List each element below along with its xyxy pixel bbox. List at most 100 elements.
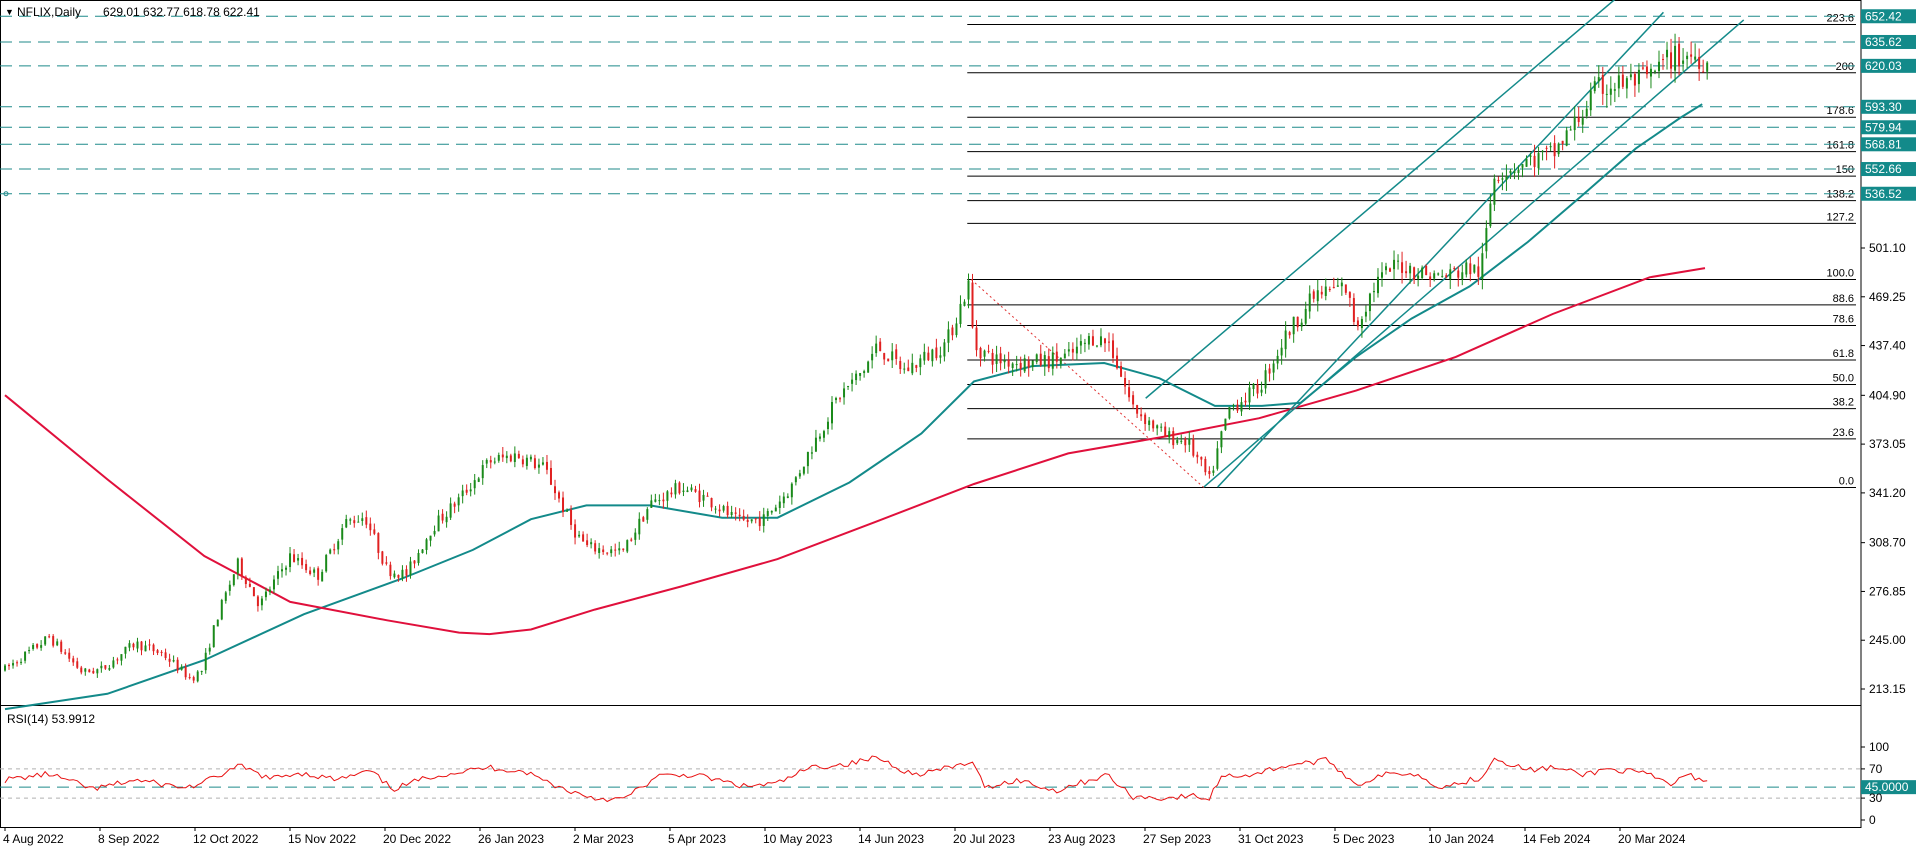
candle-body <box>786 496 789 498</box>
candle-body <box>20 661 23 663</box>
price-tag-label: 552.66 <box>1865 162 1902 176</box>
candle-body <box>879 341 882 352</box>
candle-body <box>1678 43 1681 67</box>
candle-body <box>875 343 878 354</box>
candle-body <box>48 636 51 638</box>
candle-body <box>429 535 432 541</box>
candle-body <box>541 462 544 465</box>
candle-body <box>1112 340 1115 358</box>
candle-body <box>232 574 235 586</box>
candle-body <box>1079 341 1082 346</box>
candle-body <box>738 514 741 517</box>
candle-body <box>1043 355 1046 367</box>
candle-body <box>1272 363 1275 373</box>
candle-body <box>1405 271 1408 274</box>
candle-body <box>220 599 223 620</box>
candle-body <box>1196 454 1199 458</box>
candle-body <box>505 455 508 459</box>
rsi-y-tick-label: 70 <box>1869 762 1883 776</box>
fib-level-label: 161.8 <box>1826 140 1854 152</box>
candle-body <box>196 671 199 682</box>
candle-body <box>694 489 697 492</box>
candle-body <box>64 652 67 654</box>
candle-body <box>1095 345 1098 347</box>
candle-body <box>152 644 155 652</box>
candle-body <box>409 561 412 575</box>
candle-body <box>754 518 757 520</box>
rsi-y-tick-label: 30 <box>1869 791 1883 805</box>
candle-body <box>517 453 520 458</box>
candle-body <box>1284 330 1287 350</box>
candle-body <box>120 654 123 661</box>
candle-body <box>983 350 986 357</box>
candle-body <box>1027 360 1030 368</box>
candle-body <box>437 515 440 532</box>
x-tick-label: 4 Aug 2022 <box>3 832 64 846</box>
candle-body <box>646 509 649 520</box>
candle-body <box>1264 370 1267 389</box>
candle-body <box>553 486 556 494</box>
fib-level-label: 127.2 <box>1826 211 1854 223</box>
candle-body <box>1039 353 1042 366</box>
candle-body <box>1128 387 1131 398</box>
candle-body <box>1613 89 1616 91</box>
candle-body <box>798 473 801 477</box>
candle-body <box>626 540 629 552</box>
candle-body <box>955 323 958 336</box>
candle-body <box>268 589 271 593</box>
candle-body <box>1509 170 1512 174</box>
candle-body <box>1385 266 1388 271</box>
y-tick-label: 276.85 <box>1869 584 1906 598</box>
candle-body <box>497 454 500 461</box>
candle-body <box>847 385 850 387</box>
candle-body <box>256 596 259 607</box>
fib-level-label: 50.0 <box>1833 372 1854 384</box>
candle-body <box>943 342 946 357</box>
candle-body <box>774 507 777 512</box>
candle-body <box>1368 293 1371 312</box>
candle-body <box>642 517 645 522</box>
candle-body <box>8 664 11 667</box>
candle-body <box>240 558 243 577</box>
candle-body <box>614 549 617 551</box>
candle-body <box>1328 288 1331 290</box>
candle-body <box>706 495 709 497</box>
candle-body <box>602 549 605 553</box>
candle-body <box>501 454 504 458</box>
candle-body <box>509 455 512 462</box>
candle-body <box>778 501 781 508</box>
fib-diagonal <box>970 279 1205 488</box>
x-tick-label: 26 Jan 2023 <box>478 832 544 846</box>
candle-body <box>285 567 288 570</box>
fib-level-label: 178.6 <box>1826 105 1854 117</box>
chart-border <box>0 0 1862 828</box>
candle-body <box>1429 276 1432 280</box>
candle-body <box>750 519 753 522</box>
candle-body <box>1152 420 1155 429</box>
candle-body <box>1372 291 1375 293</box>
candle-body <box>610 549 613 554</box>
candle-body <box>36 644 39 648</box>
candle-body <box>1220 431 1223 448</box>
channel-line <box>1217 11 1664 488</box>
candle-body <box>1336 285 1339 287</box>
candle-body <box>574 524 577 538</box>
candle-body <box>690 487 693 491</box>
candle-body <box>104 665 107 669</box>
candle-body <box>313 569 316 573</box>
candle-body <box>132 643 135 648</box>
channel-line <box>1145 0 1616 399</box>
candle-body <box>1457 270 1460 278</box>
candle-body <box>188 677 191 679</box>
chart-collapse-icon[interactable]: ▼ <box>5 7 14 17</box>
candle-body <box>1071 348 1074 353</box>
candle-body <box>16 662 19 664</box>
candle-body <box>1533 155 1536 167</box>
candle-body <box>276 571 279 579</box>
candle-body <box>533 458 536 469</box>
price-tag <box>1861 186 1916 201</box>
candle-body <box>1208 470 1211 475</box>
candle-body <box>1176 440 1179 444</box>
